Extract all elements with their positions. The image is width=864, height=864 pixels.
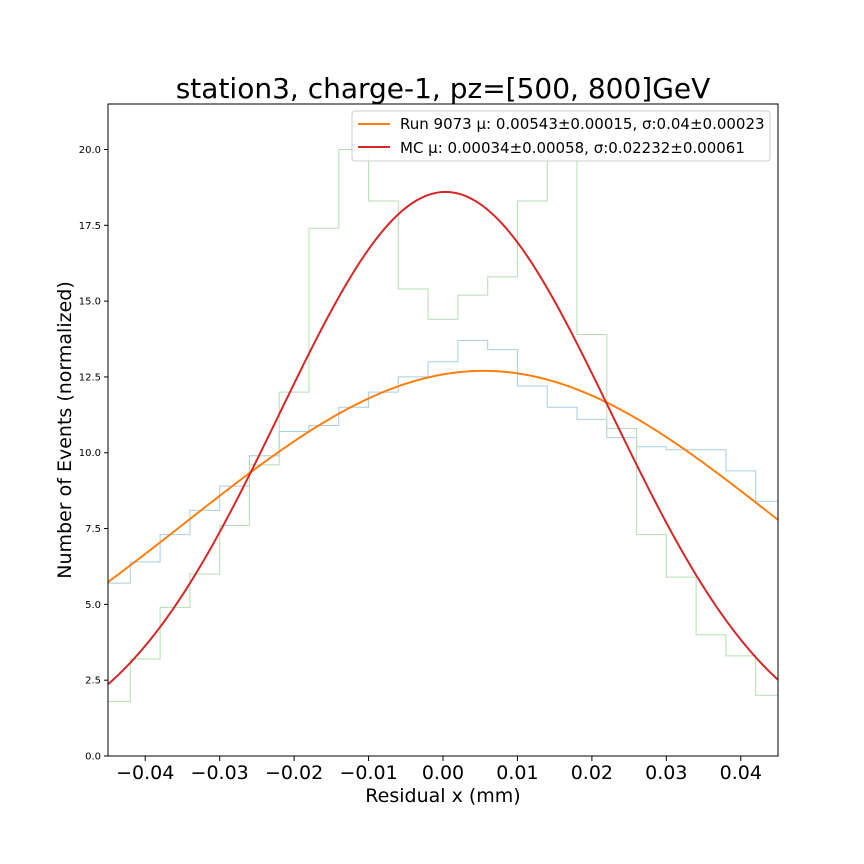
- x-tick-label: 0.00: [422, 762, 464, 784]
- x-tick-label: −0.03: [191, 762, 249, 784]
- histogram-mc: [108, 149, 778, 702]
- x-tick-label: −0.02: [265, 762, 323, 784]
- x-axis-label: Residual x (mm): [365, 785, 520, 807]
- y-tick-label: 5.0: [85, 600, 101, 611]
- legend-label-mc: MC μ: 0.00034±0.00058, σ:0.02232±0.00061: [400, 139, 745, 157]
- histogram-layer: [108, 149, 778, 702]
- legend: Run 9073 μ: 0.00543±0.00015, σ:0.04±0.00…: [351, 110, 771, 162]
- fit-curve-run9073: [107, 369, 779, 583]
- legend-box: [351, 110, 771, 162]
- x-tick-label: −0.01: [339, 762, 397, 784]
- y-tick-label: 10.0: [79, 448, 101, 459]
- x-tick-label: −0.04: [116, 762, 174, 784]
- x-tick-label: 0.02: [571, 762, 613, 784]
- x-axis-ticks: −0.04 −0.03 −0.02 −0.01 0.00 0.01 0.02 0.03 0.04: [116, 756, 762, 784]
- legend-label-run9073: Run 9073 μ: 0.00543±0.00015, σ:0.04±0.00…: [400, 115, 765, 133]
- y-tick-label: 15.0: [79, 297, 101, 308]
- chart-title: station3, charge-1, pz=[500, 800]GeV: [176, 72, 711, 105]
- histogram-run9073: [108, 340, 778, 584]
- y-tick-label: 20.0: [79, 145, 101, 156]
- fit-curve-layer: [107, 190, 779, 686]
- y-tick-label: 0.0: [85, 752, 101, 763]
- y-tick-label: 17.5: [79, 221, 101, 232]
- x-tick-label: 0.04: [720, 762, 762, 784]
- fit-curve-mc: [107, 190, 779, 686]
- y-axis-label: Number of Events (normalized): [54, 281, 76, 579]
- y-tick-label: 2.5: [85, 676, 101, 687]
- y-tick-label: 7.5: [85, 524, 101, 535]
- y-tick-label: 12.5: [79, 372, 101, 383]
- y-axis-ticks: 0.0 2.5 5.0 7.5 10.0 12.5 15.0 17.5 20.0: [79, 145, 108, 763]
- x-tick-label: 0.01: [496, 762, 538, 784]
- x-tick-label: 0.03: [645, 762, 687, 784]
